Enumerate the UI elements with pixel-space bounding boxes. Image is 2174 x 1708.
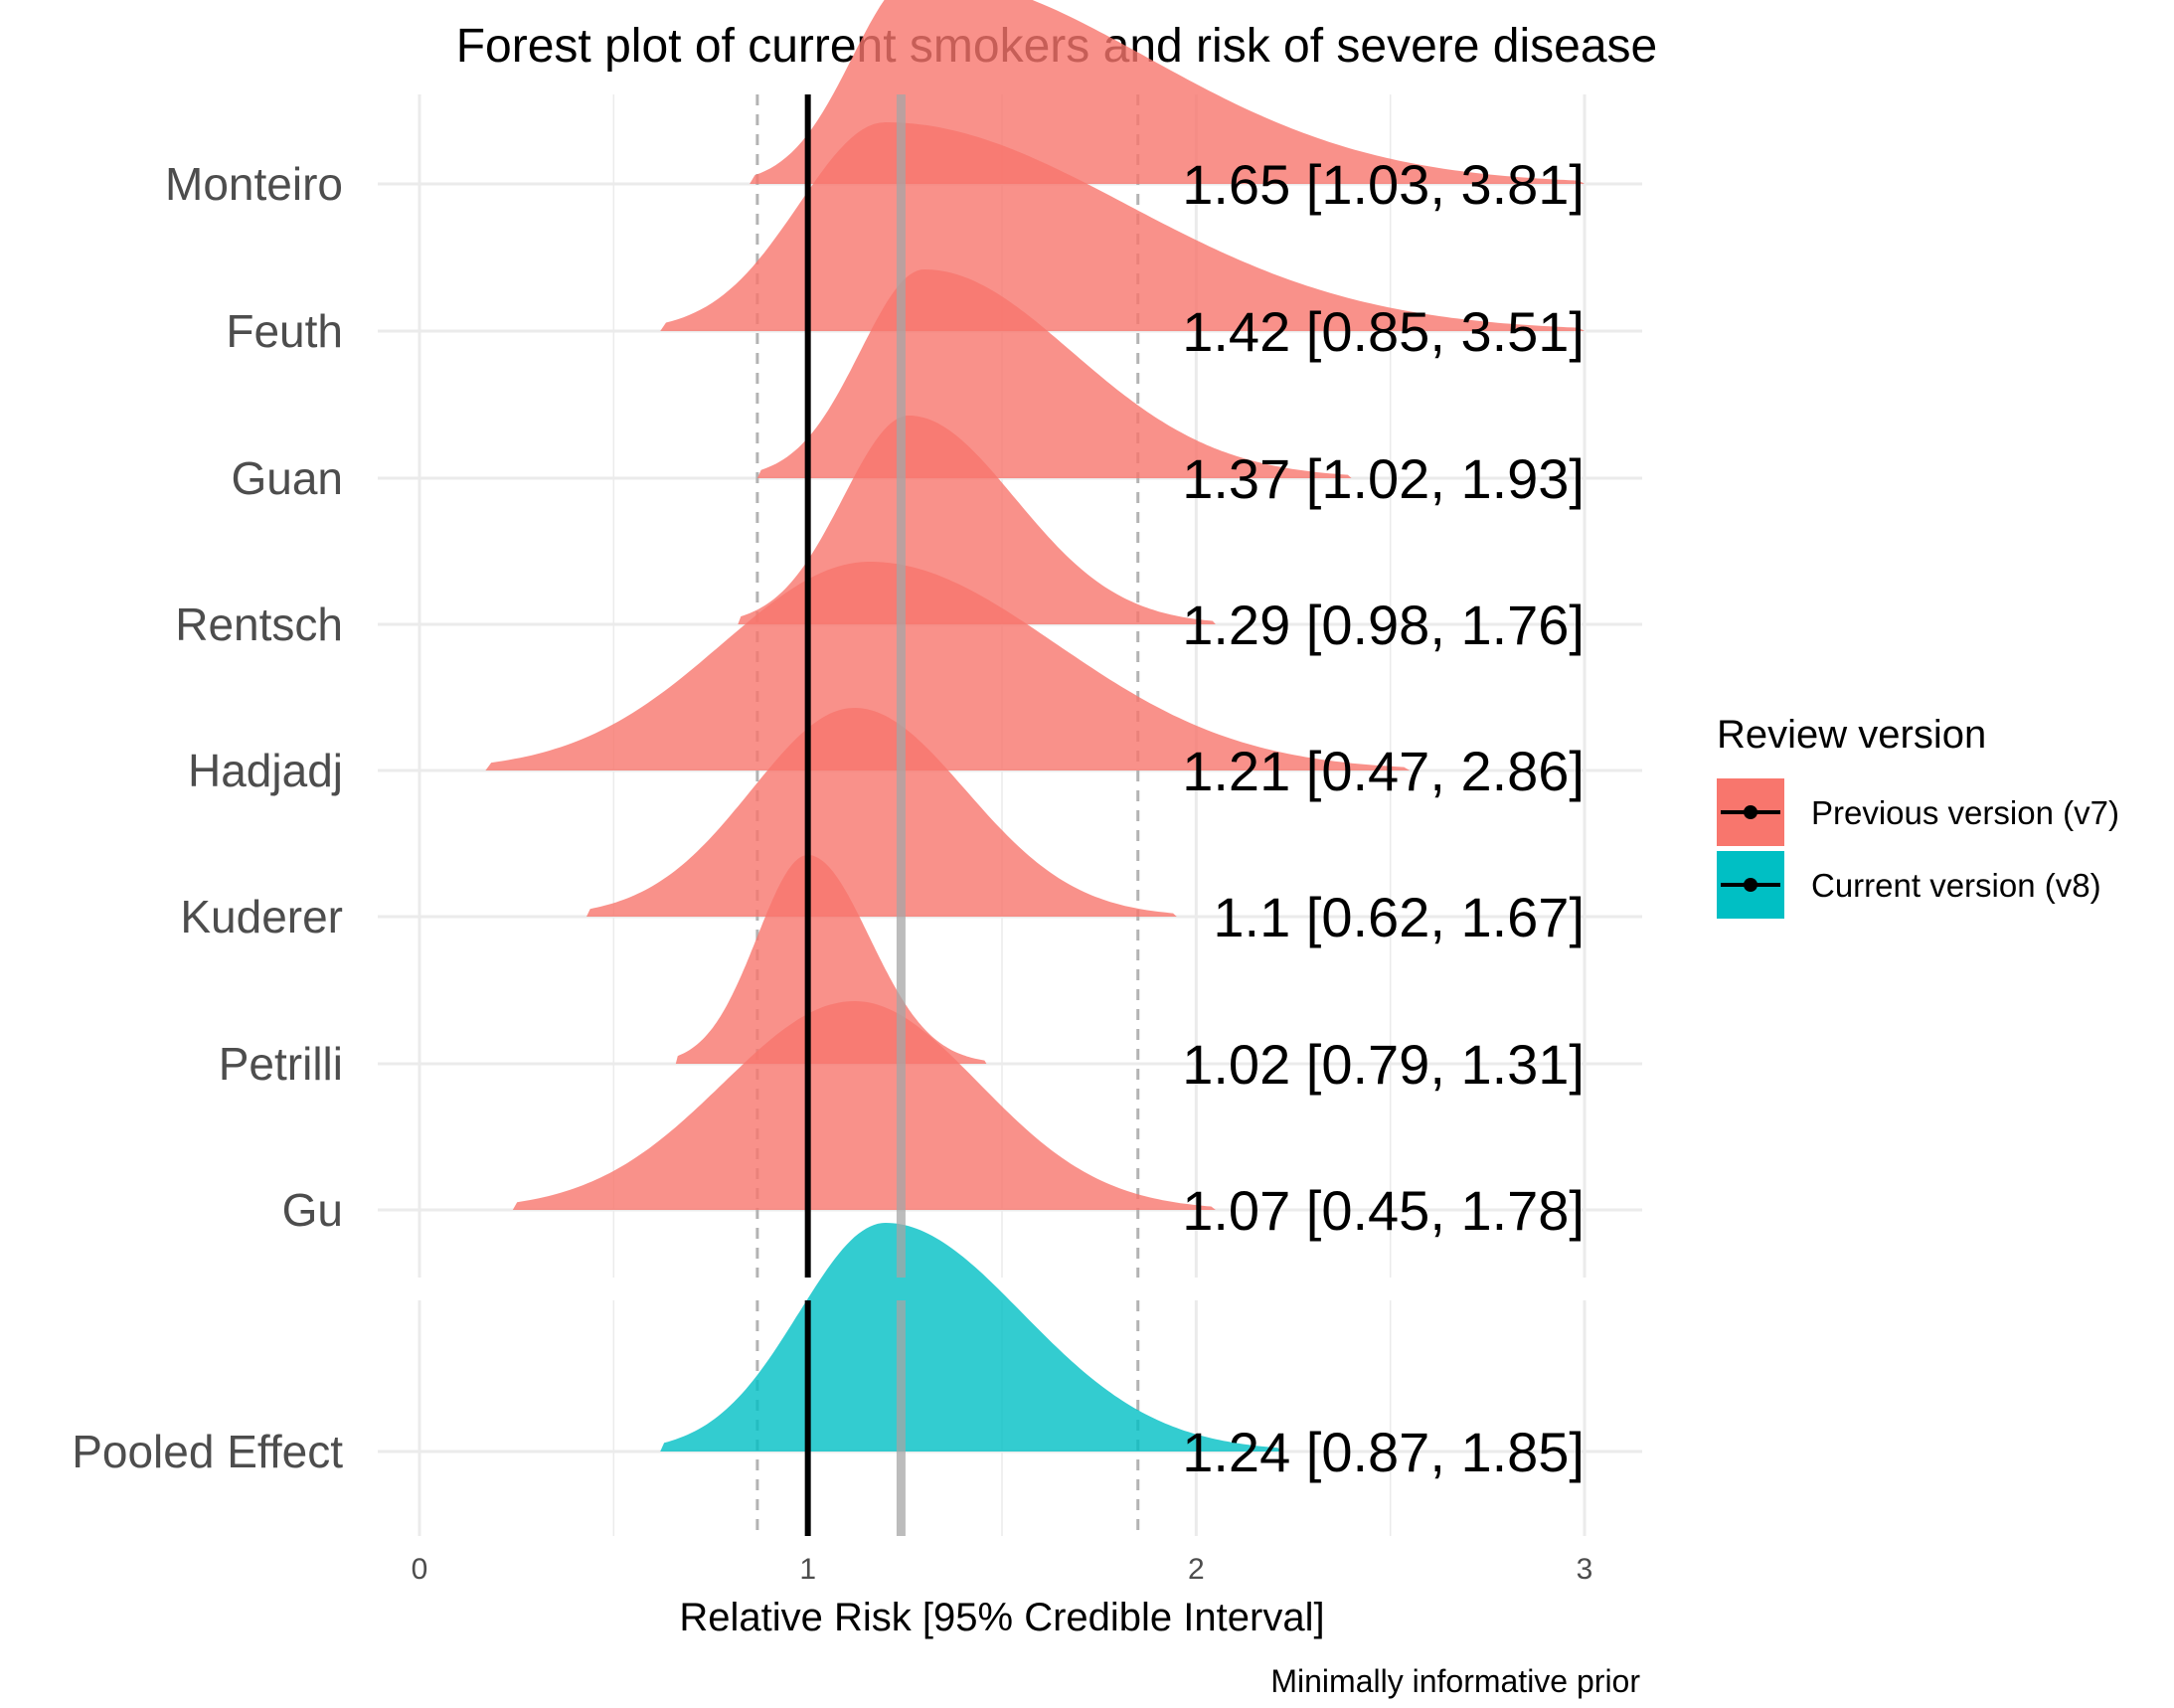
row-label-hadjadj: Hadjadj [188, 745, 343, 796]
legend-item-previous: Previous version (v7) [1717, 778, 2119, 846]
row-label-kuderer: Kuderer [180, 891, 343, 942]
x-tick-label-2: 2 [1188, 1553, 1205, 1586]
vertical-marker-lines [804, 94, 906, 1536]
interval-label-monteiro: 1.65 [1.03, 3.81] [1182, 153, 1585, 216]
interval-label-kuderer: 1.1 [0.62, 1.67] [1213, 886, 1585, 948]
interval-label-hadjadj: 1.21 [0.47, 2.86] [1182, 740, 1585, 802]
row-labels: Monteiro Feuth Guan Rentsch Hadjadj Kuderer Pe… [72, 158, 343, 1477]
row-label-gu: Gu [282, 1184, 343, 1236]
legend-label-previous: Previous version (v7) [1811, 794, 2119, 831]
interval-label-feuth: 1.42 [0.85, 3.51] [1182, 300, 1585, 363]
density-ridge-petrilli [675, 855, 987, 1064]
interval-label-gu: 1.07 [0.45, 1.78] [1182, 1179, 1585, 1242]
x-tick-label-0: 0 [412, 1553, 428, 1586]
density-ridge-hadjadj [485, 562, 1411, 770]
density-ridge-feuth [660, 122, 1585, 331]
x-axis-ticks: 0 1 2 3 [412, 1553, 1593, 1586]
legend-title: Review version [1717, 713, 1986, 757]
row-label-rentsch: Rentsch [175, 598, 343, 650]
density-ridge-kuderer [586, 708, 1177, 917]
row-label-monteiro: Monteiro [165, 158, 343, 210]
legend: Review version Previous version (v7) Cur… [1717, 713, 2119, 919]
x-tick-label-3: 3 [1577, 1553, 1593, 1586]
x-axis-label: Relative Risk [95% Credible Interval] [679, 1596, 1324, 1639]
legend-key-point-current [1744, 878, 1757, 892]
interval-label-guan: 1.37 [1.02, 1.93] [1182, 447, 1585, 510]
interval-label-petrilli: 1.02 [0.79, 1.31] [1182, 1033, 1585, 1096]
legend-item-current: Current version (v8) [1717, 851, 2101, 919]
row-label-guan: Guan [231, 452, 343, 504]
row-label-petrilli: Petrilli [219, 1038, 343, 1090]
row-label-pooled: Pooled Effect [72, 1426, 343, 1477]
chart-caption: Minimally informative prior [1270, 1663, 1640, 1699]
x-tick-label-1: 1 [799, 1553, 816, 1586]
density-ridges [485, 0, 1585, 1452]
density-ridge-gu [512, 1001, 1216, 1210]
density-ridge-pooled [660, 1223, 1282, 1452]
interval-label-pooled: 1.24 [0.87, 1.85] [1182, 1421, 1585, 1483]
row-label-feuth: Feuth [226, 305, 343, 357]
interval-annotations: 1.65 [1.03, 3.81] 1.42 [0.85, 3.51] 1.37 [… [1182, 153, 1585, 1483]
legend-label-current: Current version (v8) [1811, 867, 2101, 904]
legend-key-point-previous [1744, 805, 1757, 819]
interval-label-rentsch: 1.29 [0.98, 1.76] [1182, 594, 1585, 656]
